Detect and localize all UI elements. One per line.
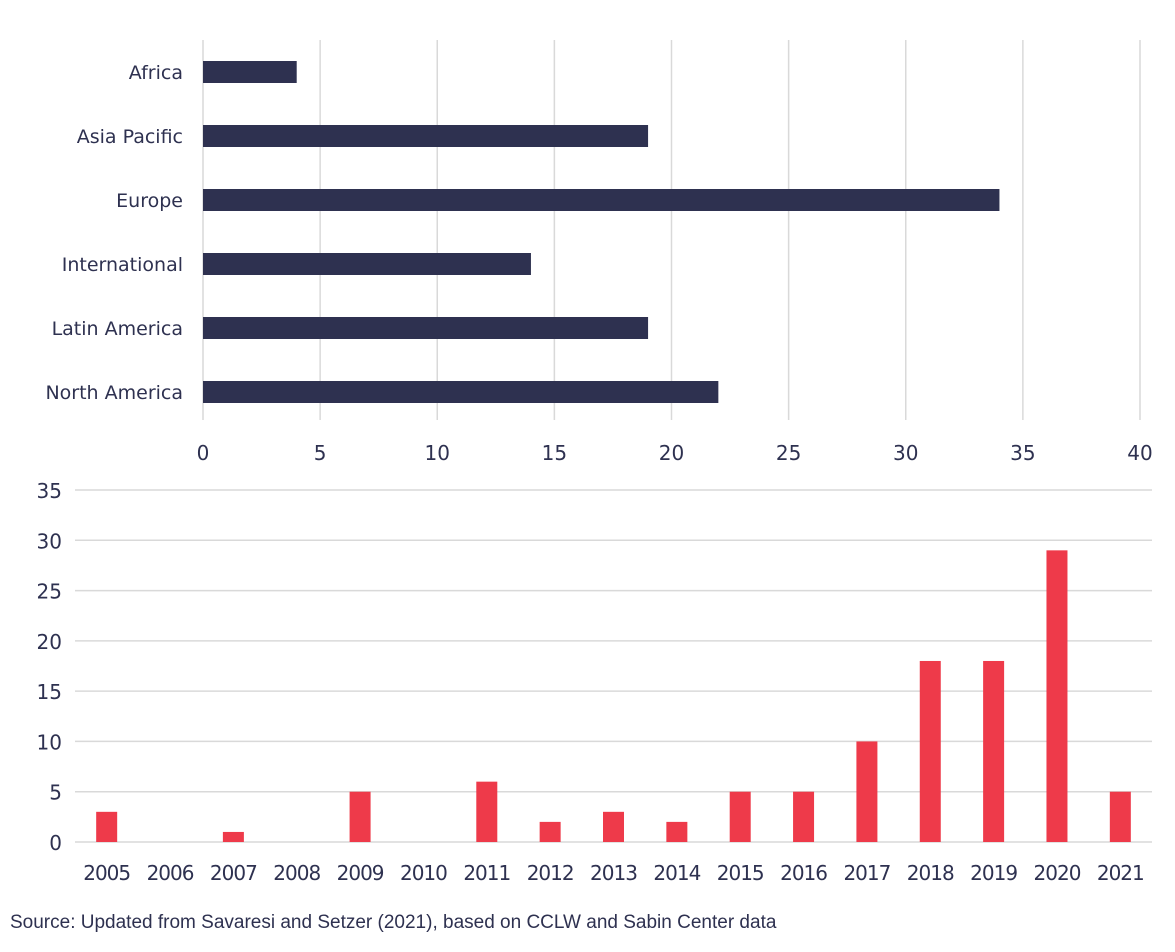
category-label: North America — [45, 382, 183, 404]
bar-2011 — [476, 781, 498, 842]
x-tick-label: 10 — [425, 441, 450, 465]
y-tick-label: 15 — [37, 680, 62, 704]
x-tick-label: 0 — [197, 441, 210, 465]
y-tick-label: 35 — [37, 479, 62, 503]
bar-europe — [203, 189, 1000, 211]
bar-2017 — [856, 741, 878, 842]
category-label: Europe — [116, 190, 183, 212]
bar-2019 — [983, 660, 1005, 842]
bar-africa — [203, 61, 297, 83]
bar-2020 — [1046, 550, 1068, 842]
y-tick-label: 10 — [37, 730, 62, 754]
x-tick-label: 2013 — [590, 861, 637, 885]
y-tick-label: 30 — [37, 529, 62, 553]
bar-2021 — [1109, 791, 1131, 842]
category-label: Africa — [129, 62, 183, 84]
x-tick-label: 2009 — [337, 861, 384, 885]
x-tick-label: 2012 — [527, 861, 574, 885]
category-label: Asia Pacific — [77, 126, 183, 148]
x-tick-label: 2021 — [1097, 861, 1144, 885]
x-tick-label: 15 — [542, 441, 567, 465]
bar-2009 — [349, 791, 371, 842]
y-tick-label: 5 — [49, 781, 62, 805]
x-tick-label: 20 — [659, 441, 684, 465]
bar-2007 — [222, 831, 244, 842]
x-tick-label: 2014 — [653, 861, 700, 885]
bar-2013 — [603, 811, 624, 842]
bar-2015 — [729, 791, 751, 842]
bar-2012 — [539, 821, 561, 842]
x-tick-label: 2010 — [400, 861, 447, 885]
y-tick-label: 20 — [37, 630, 62, 654]
x-tick-label: 2019 — [970, 861, 1017, 885]
x-tick-label: 2006 — [147, 861, 194, 885]
x-tick-label: 30 — [893, 441, 918, 465]
bar-latin-america — [203, 317, 649, 339]
category-label: International — [62, 254, 183, 276]
x-tick-label: 5 — [314, 441, 327, 465]
x-tick-label: 2011 — [463, 861, 510, 885]
x-tick-label: 25 — [776, 441, 801, 465]
bar-2014 — [666, 821, 688, 842]
x-tick-label: 35 — [1010, 441, 1035, 465]
x-tick-label: 40 — [1127, 441, 1152, 465]
x-tick-label: 2005 — [83, 861, 130, 885]
source-note: Source: Updated from Savaresi and Setzer… — [10, 912, 777, 933]
bar-north-america — [203, 381, 719, 403]
bar-2016 — [793, 791, 815, 842]
x-tick-label: 2018 — [907, 861, 954, 885]
bar-2005 — [96, 811, 118, 842]
x-tick-label: 2008 — [273, 861, 320, 885]
x-tick-label: 2020 — [1034, 861, 1081, 885]
x-tick-label: 2015 — [717, 861, 764, 885]
bar-international — [203, 253, 531, 275]
y-tick-label: 25 — [37, 580, 62, 604]
x-tick-label: 2017 — [843, 861, 890, 885]
category-label: Latin America — [52, 318, 183, 340]
x-tick-label: 2007 — [210, 861, 257, 885]
bar-asia-pacific — [203, 125, 649, 147]
bar-2018 — [919, 660, 941, 842]
x-tick-label: 2016 — [780, 861, 827, 885]
y-tick-label: 0 — [49, 831, 62, 855]
